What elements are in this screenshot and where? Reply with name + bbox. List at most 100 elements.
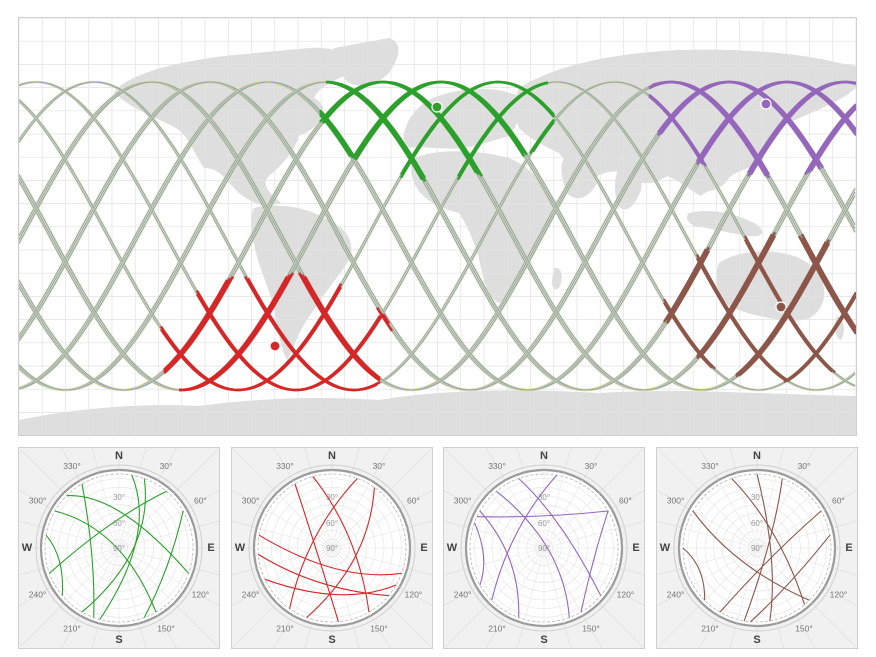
visible-pass-segment (326, 80, 427, 179)
sky-grid-spoke (311, 472, 333, 549)
sky-grid-spoke (543, 508, 612, 549)
azimuth-label: 150° (795, 624, 813, 634)
sky-pass-track (258, 534, 402, 576)
sky-pass-track (496, 490, 570, 618)
sky-grid-spoke (264, 547, 333, 588)
azimuth-label: 210° (488, 624, 506, 634)
azimuth-label: 330° (63, 461, 81, 471)
sky-grid-spoke (276, 492, 333, 549)
sky-grid-spoke (468, 547, 545, 569)
sky-grid-spoke (756, 547, 797, 616)
compass-west-label: W (22, 542, 33, 554)
sky-grid-spoke (689, 547, 758, 588)
visible-pass-segment (160, 286, 343, 392)
compass-east-label: E (420, 542, 427, 554)
compass-west-label: W (447, 542, 458, 554)
sky-grid-spoke (756, 472, 778, 549)
sky-grid-spoke (331, 480, 372, 549)
visible-pass-segment (660, 80, 825, 169)
sky-grid-spoke (681, 527, 758, 549)
sky-pass-track (692, 510, 810, 601)
visible-pass-segment (749, 80, 856, 176)
compass-north-label: N (540, 450, 548, 462)
azimuth-label: 30° (585, 461, 598, 471)
visible-pass-segment (322, 80, 484, 177)
sky-grid-spoke (256, 527, 333, 549)
polar-grid (444, 448, 644, 648)
azimuth-label: 30° (373, 461, 386, 471)
land-madagascar (551, 267, 562, 290)
visible-pass-segment (178, 272, 295, 392)
visible-pass-segment (381, 313, 391, 325)
sky-grid-spoke (331, 508, 400, 549)
sky-pass-track (580, 510, 609, 613)
sky-grid-spoke (543, 547, 620, 569)
sky-grid-spoke (264, 508, 333, 549)
polar-labels: N E S W 30° 60° 120° 150° 210° 240° 300° 330° 30° 60°… (22, 450, 215, 646)
sky-grid-spoke (331, 547, 353, 624)
visible-pass-segment (809, 107, 856, 172)
sky-grid-spoke (756, 508, 825, 549)
sky-pass-track (312, 476, 370, 613)
azimuth-label: 330° (276, 461, 294, 471)
elevation-label: 90° (751, 544, 763, 553)
sky-pass-track (750, 534, 831, 623)
visible-pass-segment (696, 233, 774, 357)
ground-track (19, 81, 856, 391)
visible-pass-segment (735, 239, 831, 378)
sky-grid-spoke (63, 547, 120, 604)
sky-grid-spoke (118, 492, 175, 549)
sky-pass-track (289, 478, 358, 609)
polar-labels: N E S W 30° 60° 120° 150° 210° 240° 300° 330° 30° 60°… (235, 450, 428, 646)
azimuth-label: 60° (832, 495, 845, 505)
azimuth-label: 60° (194, 495, 207, 505)
polar-labels: N E S W 30° 60° 120° 150° 210° 240° 300° 330° 30° 60°… (447, 450, 640, 646)
sky-grid-spoke (717, 480, 758, 549)
sky-pass-track (479, 510, 520, 618)
sky-grid-spoke (43, 547, 120, 569)
azimuth-label: 240° (242, 589, 260, 599)
sky-grid-spoke (756, 547, 778, 624)
polar-labels: N E S W 30° 60° 120° 150° 210° 240° 300° 330° 30° 60°… (660, 450, 853, 646)
azimuth-label: 300° (667, 495, 685, 505)
visible-pass-segment (163, 275, 235, 375)
visible-pass-segment (648, 93, 708, 167)
sky-tracks-brown (682, 473, 831, 623)
sky-grid-spoke (756, 492, 813, 549)
visible-pass-segment (375, 306, 393, 332)
sky-grid-spoke (543, 492, 600, 549)
sky-pass-track (518, 478, 602, 596)
horizon-outer-ring (460, 464, 628, 632)
elevation-label: 60° (326, 519, 338, 528)
visible-pass-segment (648, 80, 771, 176)
compass-north-label: N (328, 450, 336, 462)
sky-grid-spoke (701, 492, 758, 549)
elevation-label: 90° (538, 544, 550, 553)
horizon-outer-ring (248, 464, 416, 632)
compass-north-label: N (115, 450, 123, 462)
compass-north-label: N (753, 450, 761, 462)
station-marker-brown (775, 301, 787, 313)
sky-tracks-purple (473, 474, 609, 618)
sky-grid-spoke (504, 547, 545, 616)
polar-grid (657, 448, 857, 648)
sky-grid-spoke (331, 527, 408, 549)
sky-grid-spoke (523, 547, 545, 624)
visible-pass-segment (797, 235, 856, 335)
sky-grid-spoke (331, 547, 388, 604)
satellite-ground-tracks (19, 80, 856, 392)
compass-west-label: W (235, 542, 246, 554)
azimuth-label: 240° (29, 589, 47, 599)
sky-grid-spoke (736, 547, 758, 624)
compass-west-label: W (660, 542, 671, 554)
sky-grid-spoke (118, 527, 195, 549)
sky-pass-track (731, 478, 806, 605)
sky-grid-spoke (756, 547, 813, 604)
visible-pass-segment (163, 279, 229, 371)
sky-pass-track (294, 483, 339, 622)
azimuth-label: 300° (242, 495, 260, 505)
station-marker-purple (760, 98, 772, 110)
ground-track (19, 81, 856, 391)
sky-grid-spoke (51, 508, 120, 549)
ground-track (19, 81, 856, 391)
